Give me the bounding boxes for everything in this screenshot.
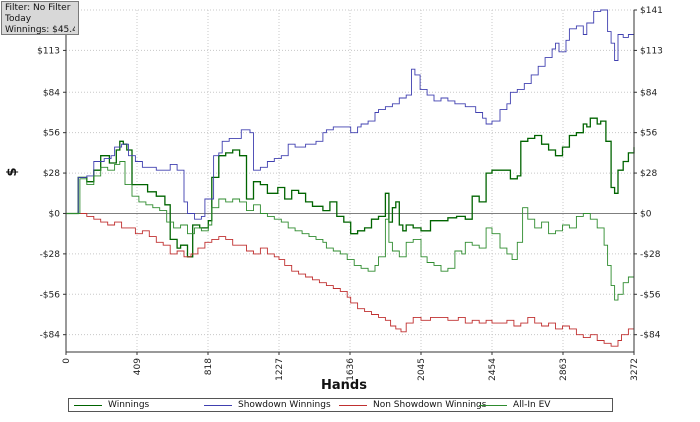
x-tick-label: 2045 (417, 358, 427, 381)
filter-info-box: Filter: No Filter Today Winnings: $45.42 (1, 1, 79, 35)
x-tick-label: 818 (204, 358, 214, 375)
legend-swatch (479, 405, 507, 406)
y-tick-label-left: -$84 (40, 331, 61, 341)
date-range-label: Today (5, 14, 32, 24)
y-tick-label-right: -$56 (640, 290, 661, 300)
y-axis-left: -$84-$56-$28$0$28$56$84$113$141 (37, 6, 66, 341)
legend-swatch (74, 405, 102, 406)
series-line-non-showdown-winnings (66, 213, 635, 347)
y-tick-label-right: $0 (640, 209, 652, 219)
y-tick-label-left: -$28 (40, 250, 61, 260)
x-tick-label: 409 (133, 358, 143, 375)
y-tick-label-left: $28 (43, 169, 60, 179)
y-tick-label-left: -$56 (40, 290, 61, 300)
y-tick-label-left: $113 (37, 46, 60, 56)
y-tick-label-right: $28 (640, 169, 657, 179)
x-axis-title: Hands (321, 378, 367, 393)
legend-label: Showdown Winnings (238, 400, 331, 410)
x-tick-label: 3272 (630, 358, 640, 381)
y-tick-label-right: $141 (640, 6, 663, 16)
y-tick-label-left: $84 (43, 88, 60, 98)
series-line-showdown-winnings (66, 9, 634, 220)
x-tick-label: 2863 (559, 358, 569, 381)
y-tick-label-left: $56 (43, 129, 60, 139)
y-tick-label-right: -$84 (640, 331, 661, 341)
series-line-all-in-ev (66, 161, 635, 301)
series-layer (66, 9, 635, 347)
y-tick-label-left: $0 (49, 209, 61, 219)
x-tick-label: 2454 (488, 358, 498, 381)
y-tick-label-right: $113 (640, 46, 663, 56)
y-tick-label-right: -$28 (640, 250, 661, 260)
legend-label: All-In EV (513, 400, 551, 410)
grid-lines (66, 9, 635, 352)
y-tick-label-right: $56 (640, 129, 657, 139)
y-tick-label-right: $84 (640, 88, 657, 98)
legend: Winnings Showdown Winnings Non Showdown Wi… (68, 398, 613, 412)
legend-label: Non Showdown Winnings (373, 400, 487, 410)
winnings-total-label: Winnings: $45.42 (5, 25, 75, 35)
legend-swatch (339, 405, 367, 406)
x-tick-label: 0 (62, 358, 72, 364)
y-axis-right: -$84 -$56 -$28 $0 $28 $56 $84 $113 $141 (634, 6, 663, 341)
filter-label: Filter: No Filter (5, 3, 71, 13)
legend-label: Winnings (108, 400, 150, 410)
y-axis-title: $ (5, 167, 20, 176)
x-axis: 0 409 818 1227 1636 2045 2454 2863 3272 (62, 352, 640, 381)
legend-swatch (204, 405, 232, 406)
x-tick-label: 1636 (346, 358, 356, 381)
x-tick-label: 1227 (275, 358, 285, 381)
series-line-winnings (66, 117, 635, 258)
